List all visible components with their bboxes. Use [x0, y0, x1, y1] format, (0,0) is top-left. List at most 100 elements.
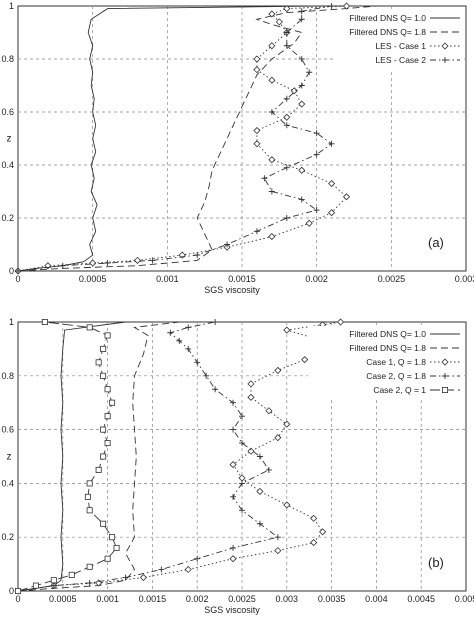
- data-point-marker: [275, 18, 283, 26]
- data-point-marker: [104, 386, 111, 393]
- data-point-marker: [313, 207, 320, 214]
- data-point-marker: [265, 407, 273, 415]
- panel-a: 0 0.0005 0.001 0.0015 0.002 0.0025 0.003 0 0.2 0.…: [1, 1, 474, 295]
- data-point-marker: [59, 262, 66, 269]
- y-tick-label: 0.4: [1, 160, 14, 170]
- data-point-marker: [184, 565, 192, 574]
- data-point-marker: [104, 413, 111, 420]
- data-point-marker: [212, 319, 219, 325]
- y-tick-label: 0.2: [1, 532, 14, 542]
- data-point-marker: [104, 555, 111, 562]
- data-point-marker: [283, 29, 290, 36]
- data-point-marker: [212, 386, 219, 393]
- data-point-marker: [15, 268, 21, 274]
- y-axis-label: z: [7, 134, 12, 145]
- data-point-marker: [194, 359, 201, 366]
- data-point-marker: [268, 188, 275, 195]
- data-point-marker: [86, 324, 93, 331]
- series-line: [17, 321, 126, 592]
- data-point-marker: [185, 324, 192, 331]
- legend-marker: [441, 358, 449, 366]
- data-point-marker: [203, 372, 210, 379]
- x-tick-label: 0.005: [455, 594, 474, 604]
- series-2: [17, 5, 377, 272]
- data-point-marker: [268, 109, 275, 115]
- data-point-marker: [100, 426, 107, 433]
- data-point-marker: [268, 76, 276, 84]
- series-line: [17, 321, 180, 592]
- data-point-marker: [100, 372, 107, 379]
- data-point-marker: [239, 507, 245, 514]
- data-point-marker: [230, 426, 237, 433]
- data-point-marker: [283, 326, 291, 334]
- y-tick-label: 0.2: [1, 213, 14, 223]
- data-point-marker: [283, 5, 291, 13]
- legend-label: LES - Case 1: [375, 41, 426, 51]
- data-point-marker: [239, 413, 245, 420]
- legend-marker: [441, 42, 449, 50]
- legend-label: Filtered DNS Q= 1.0: [349, 329, 426, 339]
- data-point-marker: [301, 356, 309, 364]
- y-tick-label: 0.4: [1, 478, 14, 488]
- legend-label: Filtered DNS Q= 1.8: [349, 27, 426, 37]
- legend-box: [308, 326, 464, 400]
- data-point-marker: [86, 480, 93, 487]
- data-point-marker: [95, 466, 102, 473]
- data-point-marker: [104, 332, 111, 339]
- data-point-marker: [176, 337, 183, 344]
- data-point-marker: [319, 528, 327, 536]
- data-point-marker: [224, 241, 231, 248]
- data-point-marker: [194, 252, 201, 259]
- data-point-marker: [305, 219, 313, 227]
- data-point-marker: [14, 588, 21, 595]
- data-point-marker: [328, 179, 336, 188]
- data-point-marker: [247, 380, 255, 388]
- data-point-marker: [268, 156, 276, 164]
- data-point-marker: [328, 140, 335, 147]
- data-point-marker: [104, 260, 111, 267]
- y-tick-label: 0: [9, 586, 14, 596]
- data-point-marker: [313, 151, 320, 158]
- data-point-marker: [283, 122, 290, 129]
- data-point-marker: [274, 434, 282, 442]
- x-tick-label: 0.001: [156, 274, 179, 284]
- data-point-marker: [298, 196, 305, 203]
- data-point-marker: [283, 501, 291, 509]
- series-2: [17, 321, 180, 592]
- data-point-marker: [306, 69, 313, 76]
- x-tick-label: 0.0025: [228, 594, 256, 604]
- legend-marker: [442, 373, 448, 379]
- x-tick-label: 0.0025: [378, 274, 406, 284]
- data-point-marker: [139, 573, 148, 582]
- data-point-marker: [342, 2, 351, 10]
- data-point-marker: [68, 571, 75, 578]
- data-point-marker: [313, 130, 320, 137]
- series-1: [17, 321, 126, 592]
- data-point-marker: [95, 359, 102, 366]
- legend-marker: [441, 386, 448, 393]
- panel-label: (a): [428, 235, 444, 250]
- data-point-marker: [328, 209, 336, 217]
- data-point-marker: [239, 480, 245, 487]
- x-axis-label: SGS viscosity: [204, 605, 260, 615]
- data-point-marker: [86, 579, 93, 586]
- data-point-marker: [298, 82, 305, 89]
- x-tick-label: 0.003: [276, 594, 299, 604]
- data-point-marker: [283, 42, 290, 49]
- data-point-marker: [230, 399, 237, 406]
- data-point-marker: [298, 100, 306, 108]
- data-point-marker: [253, 55, 261, 63]
- data-point-marker: [283, 164, 290, 171]
- series-line: [17, 321, 279, 592]
- series-4: [15, 319, 281, 594]
- x-tick-label: 0.0015: [139, 594, 167, 604]
- x-tick-label: 0: [15, 594, 20, 604]
- x-tick-label: 0.0045: [407, 594, 435, 604]
- data-point-marker: [298, 56, 305, 62]
- legend-label: Case 2, Q = 1.8: [366, 371, 426, 381]
- data-point-marker: [86, 507, 93, 514]
- data-point-marker: [229, 555, 237, 563]
- data-point-marker: [50, 582, 57, 589]
- series-line: [17, 5, 333, 272]
- data-point-marker: [158, 566, 165, 573]
